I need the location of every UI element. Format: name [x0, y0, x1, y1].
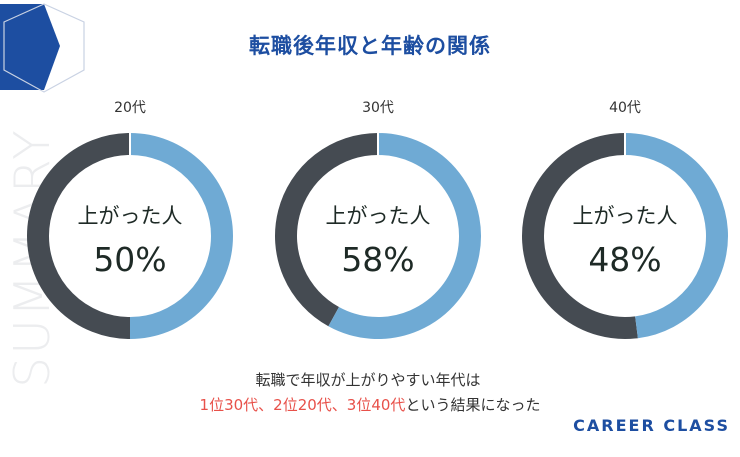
center-label: 上がった人 [573, 204, 678, 228]
caption-rest: という結果になった [405, 396, 541, 414]
chart-title: 40代 [609, 100, 641, 116]
caption-line-2: 1位30代、2位20代、3位40代という結果になった [0, 394, 740, 415]
slice-other [275, 133, 379, 327]
center-label: 上がった人 [78, 204, 183, 228]
center-label: 上がった人 [326, 204, 431, 228]
chart-title: 20代 [114, 100, 146, 116]
slice-increased [624, 133, 728, 339]
slice-other [522, 133, 638, 339]
brand-logo: CAREER CLASS [573, 416, 730, 435]
page-title: 転職後年収と年齢の関係 [249, 34, 491, 58]
slice-other [27, 133, 131, 339]
center-value: 58% [341, 240, 414, 279]
center-value: 48% [588, 240, 661, 279]
center-value: 50% [93, 240, 166, 279]
slice-increased [129, 133, 233, 339]
chart-title: 30代 [362, 100, 394, 116]
slice-increased [328, 133, 481, 339]
caption-highlight: 1位30代、2位20代、3位40代 [199, 396, 406, 414]
caption-line-1: 転職で年収が上がりやすい年代は [255, 371, 481, 389]
hexagon-decoration [0, 3, 85, 93]
